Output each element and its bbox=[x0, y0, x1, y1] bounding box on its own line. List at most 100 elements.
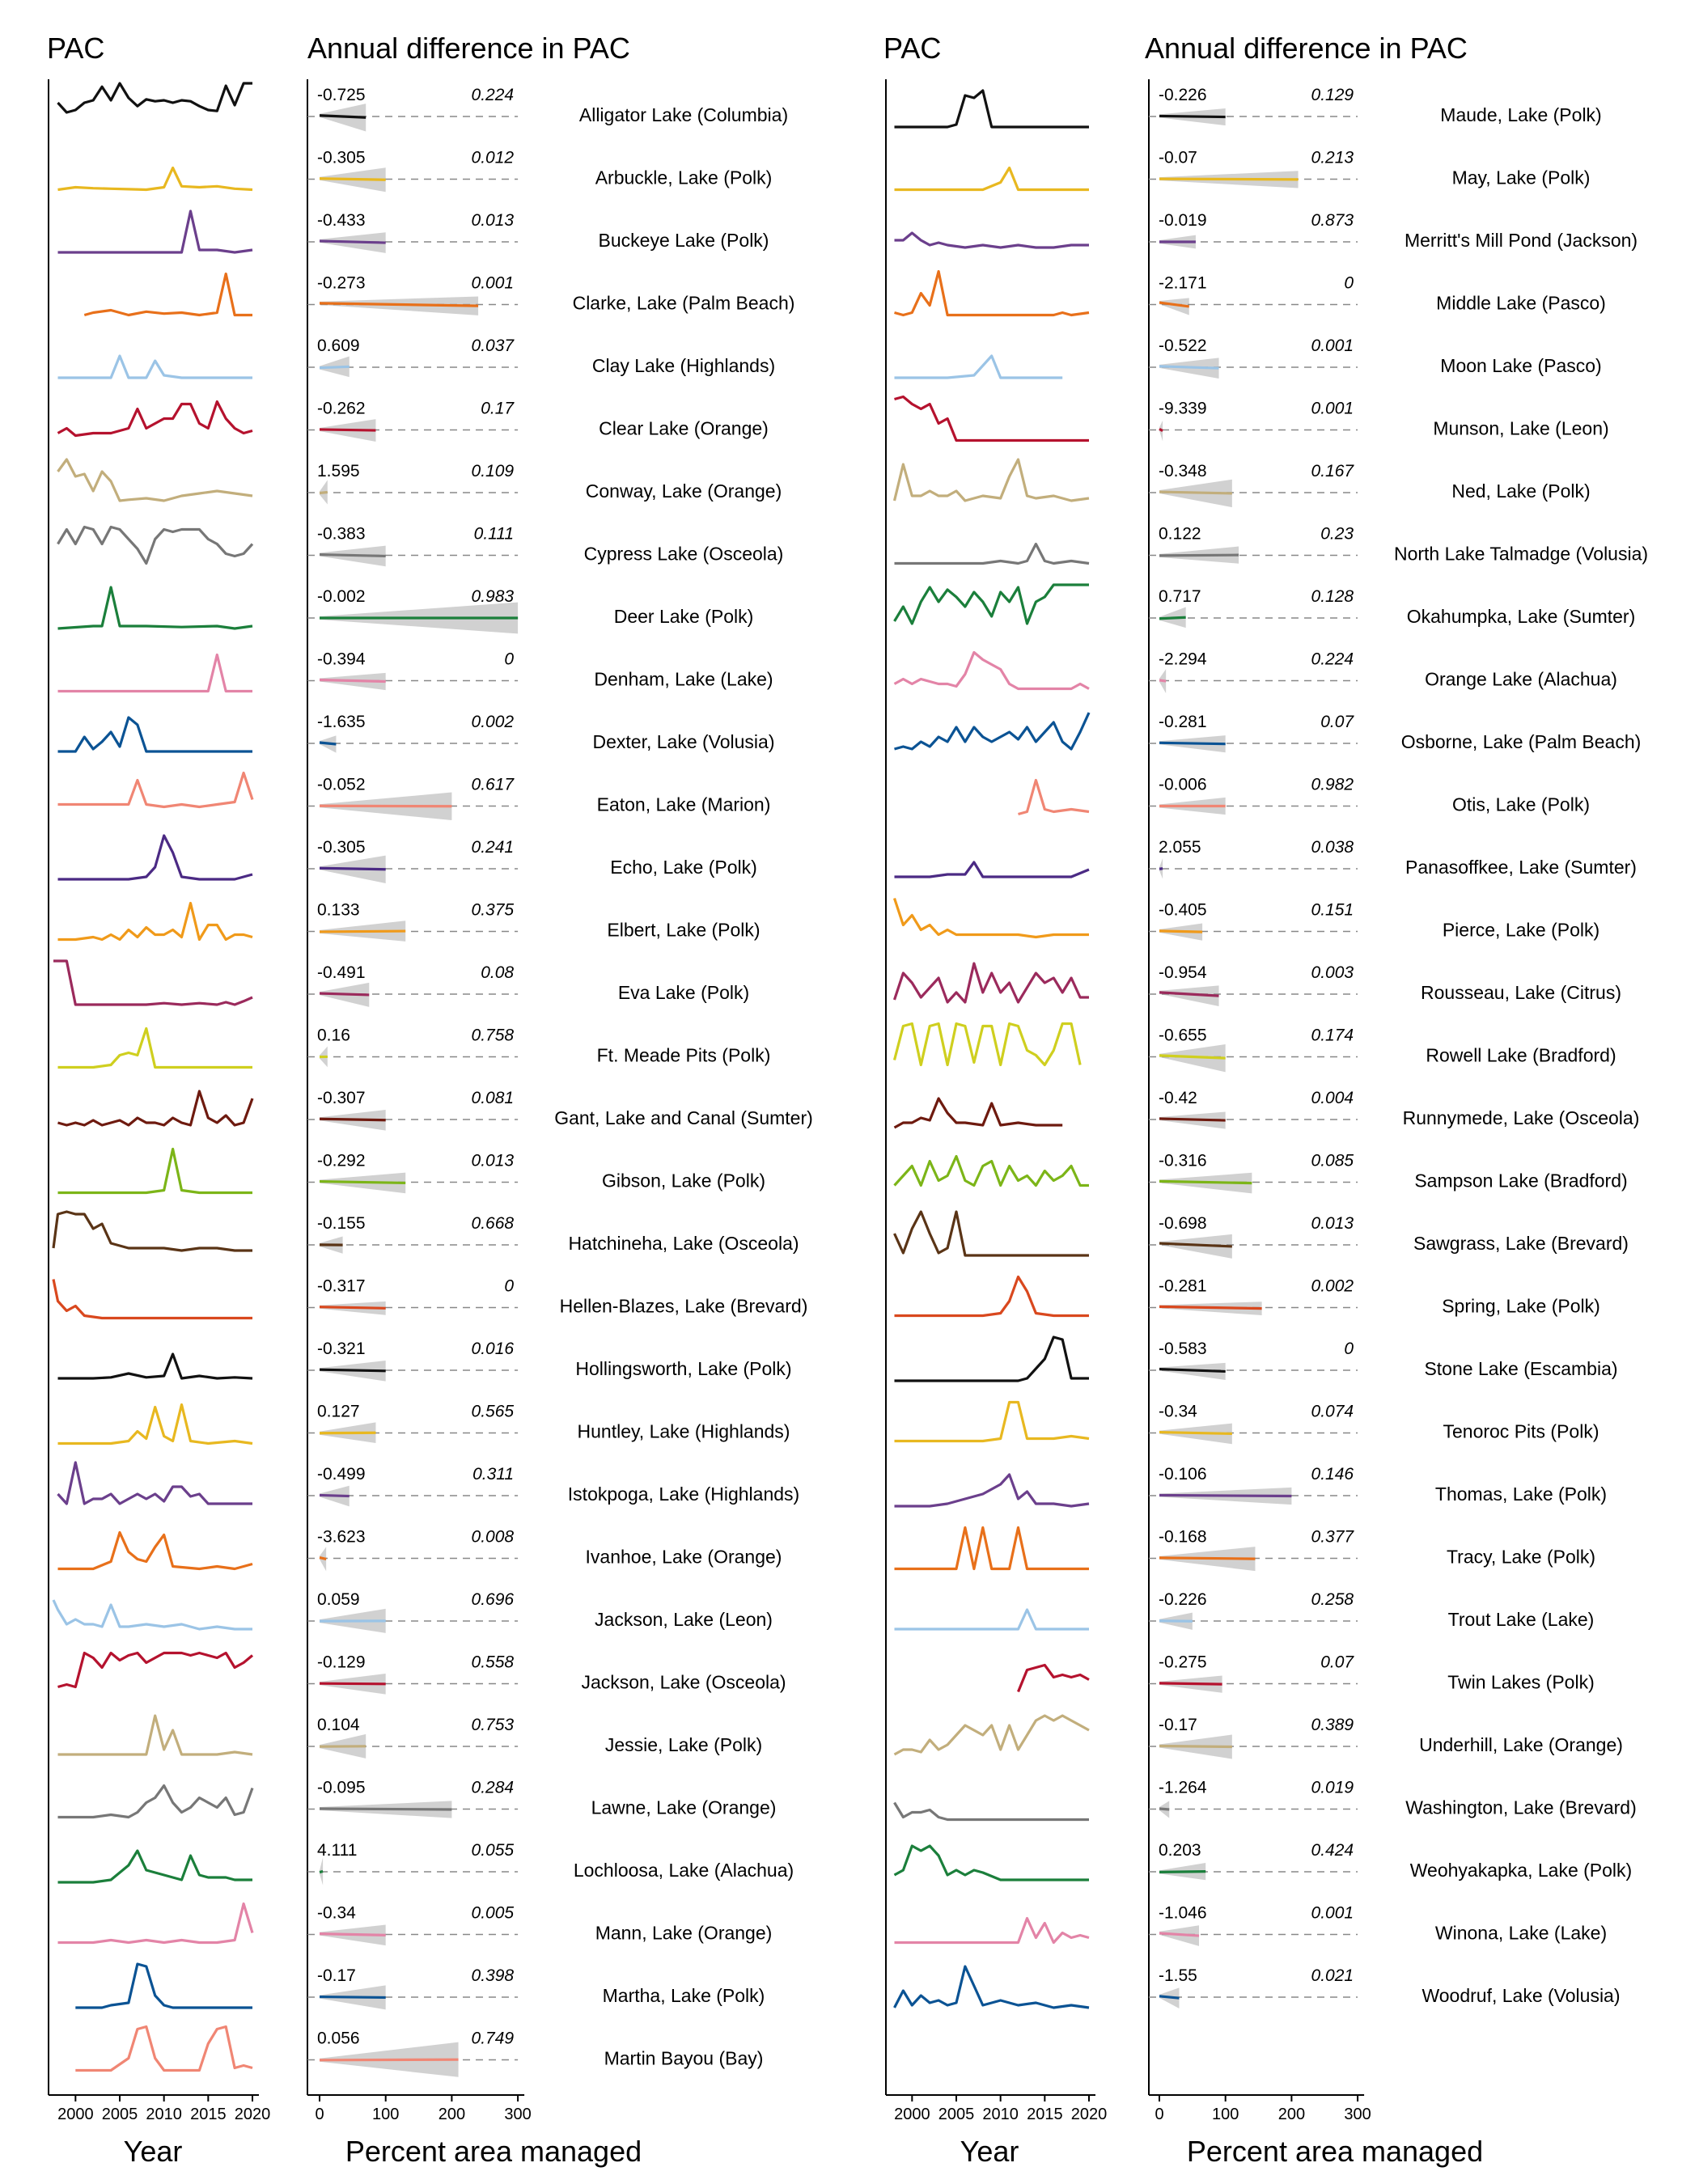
p-value: 0.001 bbox=[1311, 400, 1354, 418]
lake-name: Elbert, Lake (Polk) bbox=[607, 920, 760, 941]
p-value: 0.07 bbox=[1320, 1653, 1354, 1672]
trend-line bbox=[1159, 1932, 1200, 1937]
lake-row: -0.226 0.129 Maude, Lake (Polk) bbox=[894, 86, 1602, 129]
lake-row: 0.16 0.758 Ft. Meade Pits (Polk) bbox=[57, 1026, 770, 1069]
trend-line bbox=[319, 1682, 386, 1686]
slope-value: -0.321 bbox=[317, 1340, 366, 1358]
pac-series-line bbox=[57, 1714, 253, 1756]
lake-name: Sampson Lake (Bradford) bbox=[1414, 1170, 1627, 1191]
trend-line bbox=[319, 1368, 386, 1373]
lake-name: Ivanhoe, Lake (Orange) bbox=[586, 1547, 782, 1568]
pac-series-line bbox=[57, 834, 253, 881]
lake-row: -0.292 0.013 Gibson, Lake (Polk) bbox=[57, 1147, 765, 1195]
trend-line bbox=[1159, 1367, 1226, 1373]
lake-name: Hollingsworth, Lake (Polk) bbox=[575, 1358, 791, 1379]
lake-name: Ned, Lake (Polk) bbox=[1451, 480, 1590, 502]
pac-series-line bbox=[57, 458, 253, 502]
lake-name: Eaton, Lake (Marion) bbox=[597, 794, 771, 815]
p-value: 0.005 bbox=[472, 1904, 515, 1923]
pac-x-axis-title: Year bbox=[124, 2135, 183, 2168]
slope-value: -0.405 bbox=[1159, 901, 1207, 920]
p-value: 0.668 bbox=[472, 1214, 515, 1233]
pac-series-line bbox=[892, 458, 1090, 502]
lake-name: Gant, Lake and Canal (Sumter) bbox=[554, 1107, 813, 1128]
pac-series-line bbox=[57, 1461, 252, 1505]
slope-value: -1.264 bbox=[1159, 1779, 1207, 1797]
pac-x-tick-label: 2005 bbox=[102, 2106, 138, 2123]
slope-value: 4.111 bbox=[317, 1841, 357, 1860]
pac-series-line bbox=[894, 861, 1090, 878]
slope-value: -0.316 bbox=[1159, 1152, 1207, 1170]
trend-line bbox=[319, 302, 479, 307]
slope-value: -0.273 bbox=[317, 274, 366, 293]
lake-name: Istokpoga, Lake (Highlands) bbox=[568, 1484, 799, 1505]
lake-name: Martha, Lake (Polk) bbox=[603, 1985, 765, 2006]
lake-name: Maude, Lake (Polk) bbox=[1440, 104, 1601, 125]
lake-row: -0.433 0.013 Buckeye Lake (Polk) bbox=[57, 210, 769, 254]
confidence-band bbox=[320, 296, 479, 315]
slope-value: -0.394 bbox=[317, 650, 366, 669]
lake-row: -0.095 0.284 Lawne, Lake (Orange) bbox=[57, 1779, 776, 1819]
p-value: 0.07 bbox=[1320, 713, 1354, 731]
slope-value: -0.002 bbox=[317, 587, 366, 606]
pac-series-line bbox=[57, 1849, 252, 1884]
lake-name: Rowell Lake (Bradford) bbox=[1426, 1045, 1616, 1066]
diff-x-tick-label: 300 bbox=[1344, 2106, 1371, 2123]
p-value: 0.001 bbox=[1311, 336, 1354, 355]
slope-value: -0.317 bbox=[317, 1277, 366, 1296]
lake-row: -0.07 0.213 May, Lake (Polk) bbox=[894, 149, 1590, 192]
slope-value: -0.275 bbox=[1159, 1653, 1207, 1672]
pac-title: PAC bbox=[47, 32, 104, 65]
pac-series-line bbox=[52, 1279, 252, 1320]
p-value: 0 bbox=[1344, 274, 1354, 293]
lake-name: Tenoroc Pits (Polk) bbox=[1443, 1421, 1599, 1442]
lake-row: -0.348 0.167 Ned, Lake (Polk) bbox=[892, 458, 1591, 508]
p-value: 0.002 bbox=[1311, 1277, 1354, 1296]
pac-series-line bbox=[57, 1651, 254, 1689]
p-value: 0.012 bbox=[472, 149, 515, 167]
slope-value: -2.171 bbox=[1159, 274, 1207, 293]
pac-series-line bbox=[892, 962, 1089, 1004]
trend-line bbox=[1159, 1430, 1232, 1436]
pac-series-line bbox=[57, 1530, 253, 1571]
slope-value: -0.168 bbox=[1159, 1528, 1207, 1547]
pac-series-line bbox=[57, 586, 253, 630]
pac-series-line bbox=[894, 1473, 1090, 1508]
pac-series-line bbox=[57, 1026, 252, 1069]
slope-value: -0.725 bbox=[317, 86, 366, 104]
trend-line bbox=[319, 678, 386, 684]
pac-series-line bbox=[1018, 778, 1090, 816]
lake-row: -0.281 0.07 Osborne, Lake (Palm Beach) bbox=[894, 712, 1641, 753]
lake-row: -0.17 0.389 Underhill, Lake (Orange) bbox=[893, 1714, 1623, 1759]
slope-value: -0.095 bbox=[317, 1779, 366, 1797]
p-value: 0.109 bbox=[472, 462, 515, 480]
lake-name: Munson, Lake (Leon) bbox=[1433, 418, 1608, 439]
p-value: 0.873 bbox=[1311, 211, 1354, 230]
trend-line bbox=[319, 365, 350, 370]
slope-value: -0.006 bbox=[1159, 776, 1207, 794]
pac-series-line bbox=[894, 1916, 1090, 1945]
lake-name: Middle Lake (Pasco) bbox=[1436, 293, 1606, 314]
pac-series-line bbox=[894, 712, 1091, 751]
lake-name: Arbuckle, Lake (Polk) bbox=[595, 167, 773, 188]
lake-name: Tracy, Lake (Polk) bbox=[1447, 1547, 1595, 1568]
pac-series-line bbox=[57, 82, 252, 114]
slope-value: 0.16 bbox=[317, 1026, 350, 1045]
pac-series-line bbox=[894, 354, 1063, 379]
p-value: 0.258 bbox=[1311, 1590, 1354, 1609]
lake-name: Weohyakapka, Lake (Polk) bbox=[1410, 1860, 1632, 1881]
slope-value: -1.55 bbox=[1159, 1966, 1197, 1985]
p-value: 0.019 bbox=[1311, 1779, 1354, 1797]
slope-value: -0.383 bbox=[317, 525, 366, 544]
lake-name: Eva Lake (Polk) bbox=[618, 982, 749, 1003]
pac-series-line bbox=[57, 901, 253, 942]
lake-name: Buckeye Lake (Polk) bbox=[599, 230, 769, 251]
pac-series-line bbox=[1017, 1663, 1090, 1693]
pac-x-tick-label: 2015 bbox=[190, 2106, 227, 2123]
lake-name: Mann, Lake (Orange) bbox=[595, 1923, 773, 1944]
slope-value: -0.348 bbox=[1159, 462, 1207, 480]
lake-name: Trout Lake (Lake) bbox=[1448, 1609, 1595, 1630]
p-value: 0.111 bbox=[474, 525, 514, 544]
p-value: 0.241 bbox=[472, 838, 515, 857]
